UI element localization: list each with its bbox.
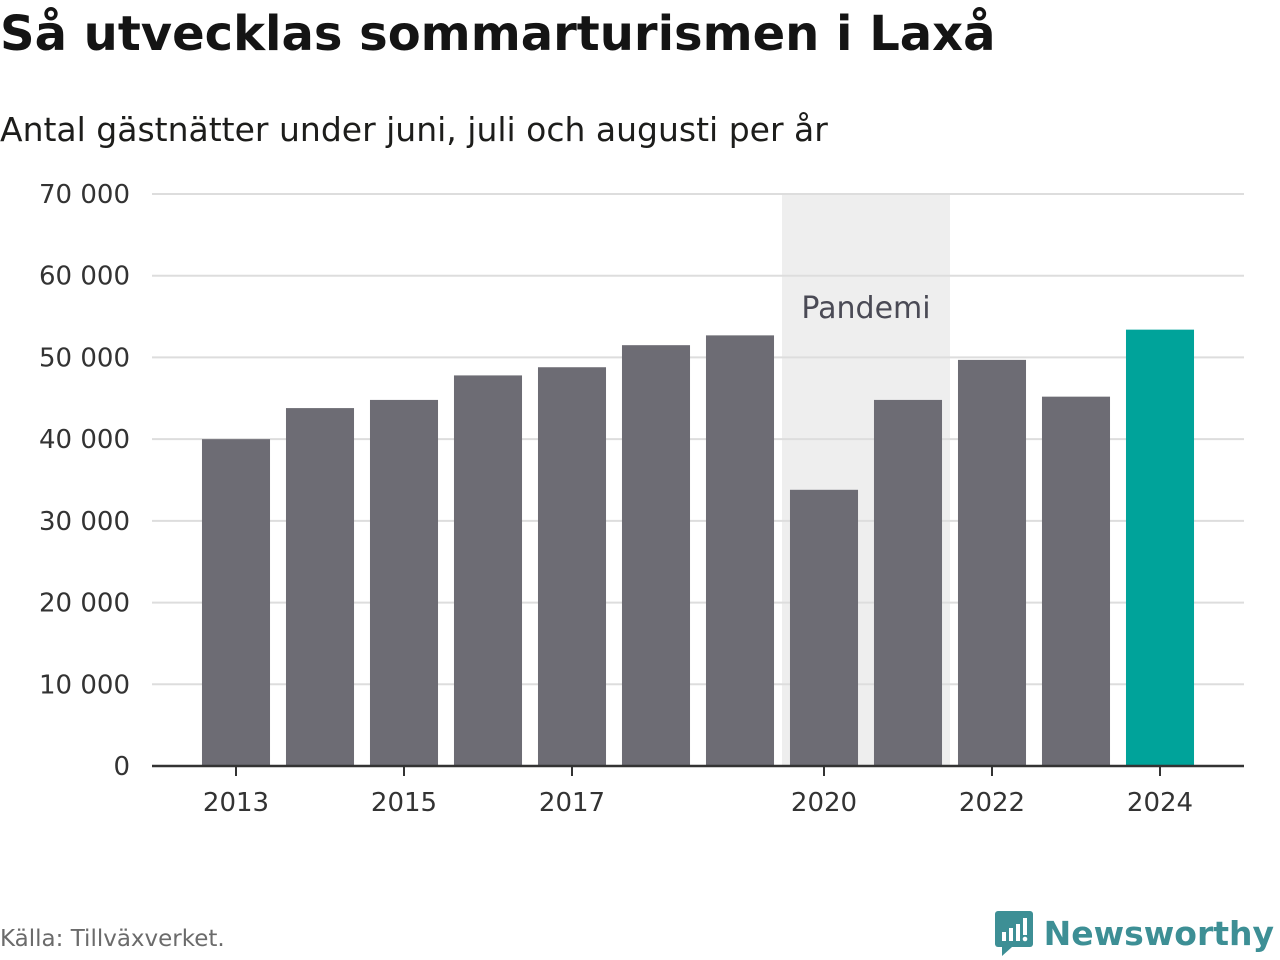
- y-tick-label: 70 000: [39, 180, 130, 210]
- x-tick-label: 2020: [791, 788, 857, 818]
- bar: [957, 359, 1027, 766]
- y-tick-label: 0: [113, 752, 130, 782]
- bar: [705, 335, 775, 766]
- newsworthy-logo-icon: [994, 911, 1033, 956]
- brand-name: Newsworthy: [1043, 913, 1274, 953]
- y-tick-label: 30 000: [39, 507, 130, 537]
- x-tick-label: 2015: [371, 788, 437, 818]
- y-tick-label: 40 000: [39, 425, 130, 455]
- bar: [873, 399, 943, 766]
- x-tick-label: 2024: [1127, 788, 1193, 818]
- y-tick-label: 50 000: [39, 343, 130, 373]
- bar: [201, 439, 271, 766]
- bar: [789, 489, 859, 766]
- bar: [285, 408, 355, 766]
- x-tick-label: 2017: [539, 788, 605, 818]
- bar: [369, 399, 439, 766]
- bar: [1041, 396, 1111, 766]
- bar: [453, 375, 523, 766]
- y-tick-label: 10 000: [39, 670, 130, 700]
- bar-chart: Pandemi 0 10 000 20 000 30 000 40 000 50 000 60…: [39, 180, 1244, 818]
- bar: [621, 345, 691, 766]
- source-note: Källa: Tillväxverket.: [0, 926, 225, 952]
- pandemic-band-label: Pandemi: [801, 291, 930, 326]
- brand-logo: Newsworthy: [994, 910, 1274, 956]
- bar-highlight: [1125, 329, 1195, 766]
- chart-subtitle: Antal gästnätter under juni, juli och au…: [0, 110, 828, 149]
- bar: [537, 367, 607, 766]
- y-tick-label: 60 000: [39, 262, 130, 292]
- x-tick-label: 2013: [203, 788, 269, 818]
- y-tick-label: 20 000: [39, 589, 130, 619]
- chart-title: Så utvecklas sommarturismen i Laxå: [0, 6, 996, 62]
- x-tick-label: 2022: [959, 788, 1025, 818]
